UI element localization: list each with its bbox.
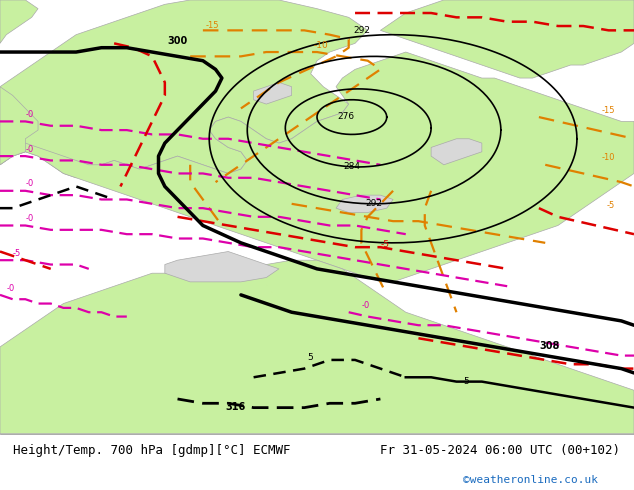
Polygon shape bbox=[0, 52, 634, 282]
Text: -0: -0 bbox=[25, 214, 34, 223]
Text: 5: 5 bbox=[463, 377, 469, 386]
Text: -15: -15 bbox=[206, 21, 219, 30]
Polygon shape bbox=[0, 87, 38, 165]
Polygon shape bbox=[0, 0, 38, 44]
Text: -0: -0 bbox=[25, 110, 34, 119]
Text: 5: 5 bbox=[307, 353, 313, 362]
Polygon shape bbox=[0, 260, 634, 434]
Text: -0: -0 bbox=[361, 301, 370, 310]
Text: -10: -10 bbox=[314, 41, 328, 49]
Text: 292: 292 bbox=[366, 199, 382, 208]
Text: -10: -10 bbox=[602, 153, 615, 163]
Polygon shape bbox=[165, 251, 279, 282]
Polygon shape bbox=[0, 0, 368, 178]
Text: ©weatheronline.co.uk: ©weatheronline.co.uk bbox=[463, 475, 598, 485]
Text: 316: 316 bbox=[225, 402, 245, 412]
Polygon shape bbox=[431, 139, 482, 165]
Text: Fr 31-05-2024 06:00 UTC (00+102): Fr 31-05-2024 06:00 UTC (00+102) bbox=[380, 444, 621, 457]
Text: -0: -0 bbox=[25, 179, 34, 189]
Text: -0: -0 bbox=[25, 145, 34, 154]
Text: 284: 284 bbox=[344, 162, 360, 171]
Polygon shape bbox=[254, 82, 292, 104]
Polygon shape bbox=[336, 195, 393, 213]
Text: 276: 276 bbox=[337, 112, 354, 121]
Text: -0: -0 bbox=[6, 284, 15, 293]
Text: 292: 292 bbox=[353, 25, 370, 34]
Text: -5: -5 bbox=[607, 201, 615, 210]
Text: -5: -5 bbox=[13, 249, 21, 258]
Text: -15: -15 bbox=[602, 106, 615, 115]
Text: 300: 300 bbox=[167, 36, 188, 46]
Text: Height/Temp. 700 hPa [gdmp][°C] ECMWF: Height/Temp. 700 hPa [gdmp][°C] ECMWF bbox=[13, 444, 290, 457]
Polygon shape bbox=[380, 0, 634, 78]
Text: -5: -5 bbox=[380, 240, 389, 249]
Text: 308: 308 bbox=[539, 341, 559, 351]
